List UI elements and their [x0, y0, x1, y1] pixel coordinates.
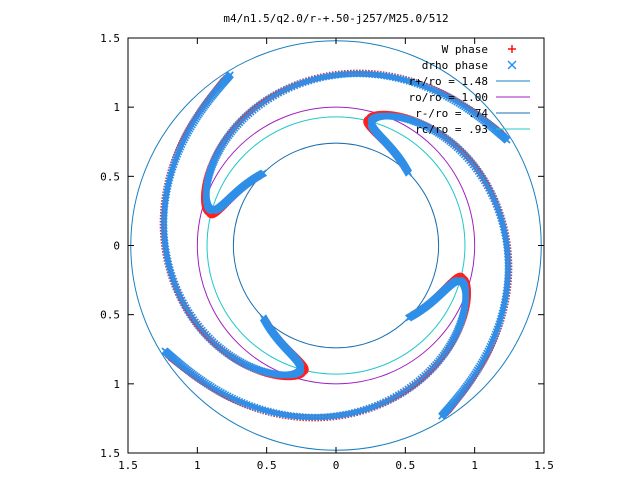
- x-tick-label-3: 0: [333, 459, 340, 472]
- y-tick-label-5: 1: [113, 378, 120, 391]
- y-tick-label-1: 1: [113, 101, 120, 114]
- x-tick-labels: 1.5 1 0.5 0 0.5 1 1.5: [118, 459, 554, 472]
- x-tick-label-2: 0.5: [257, 459, 277, 472]
- legend-label-5: rc/ro = .93: [415, 123, 488, 136]
- drho-phase-point: [226, 71, 234, 79]
- legend-marker-1: [507, 60, 517, 70]
- legend-label-4: r-/ro = .74: [415, 107, 488, 120]
- y-tick-labels: 1.5 1 0.5 0 0.5 1 1.5: [100, 32, 120, 460]
- drho-phase-series: [160, 70, 512, 421]
- legend: W phase drho phase r+/ro = 1.48 ro/ro = 1.0…: [409, 43, 530, 136]
- legend-marker-0: [508, 45, 516, 53]
- legend-label-2: r+/ro = 1.48: [409, 75, 488, 88]
- circle-1: [196, 106, 476, 385]
- legend-label-3: ro/ro = 1.00: [409, 91, 488, 104]
- x-tick-label-1: 1: [194, 459, 201, 472]
- drho-phase-point: [438, 412, 446, 420]
- axis-ticks: [127, 37, 545, 454]
- y-tick-label-3: 0: [113, 240, 120, 253]
- chart-title: m4/n1.5/q2.0/r-+.50-j257/M25.0/512: [223, 12, 448, 25]
- y-tick-label-0: 1.5: [100, 32, 120, 45]
- circle-3: [206, 116, 466, 375]
- y-tick-label-2: 0.5: [100, 170, 120, 183]
- circle-2: [232, 142, 440, 349]
- legend-label-1: drho phase: [422, 59, 488, 72]
- drho-phase-point: [161, 347, 169, 355]
- legend-label-0: W phase: [442, 43, 488, 56]
- y-tick-label-6: 1.5: [100, 447, 120, 460]
- x-tick-label-5: 1: [471, 459, 478, 472]
- x-tick-label-6: 1.5: [534, 459, 554, 472]
- drho-phase-point: [503, 136, 511, 144]
- x-tick-label-0: 1.5: [118, 459, 138, 472]
- x-tick-label-4: 0.5: [395, 459, 415, 472]
- y-tick-label-4: 0.5: [100, 309, 120, 322]
